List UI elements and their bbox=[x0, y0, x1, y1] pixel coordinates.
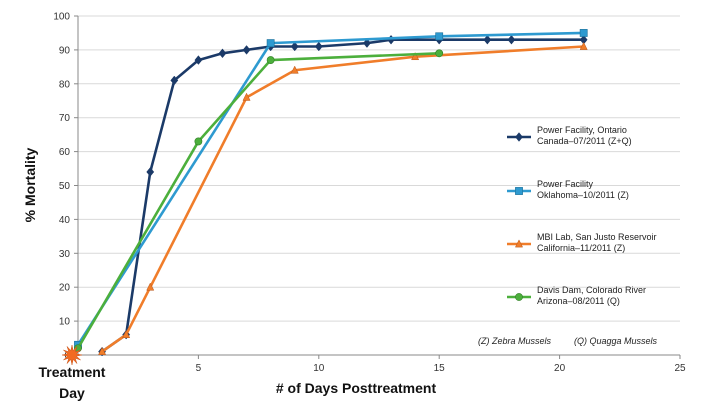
series-3 bbox=[74, 49, 444, 353]
x-tick-label-15: 15 bbox=[434, 363, 446, 374]
legend-marker-3 bbox=[515, 293, 523, 301]
y-tick-label-70: 70 bbox=[59, 113, 71, 124]
series-2-point-2 bbox=[146, 282, 155, 291]
y-tick-label-80: 80 bbox=[59, 79, 71, 90]
x-tick-label-25: 25 bbox=[674, 363, 686, 374]
legend-label-3-line2: Arizona–08/2011 (Q) bbox=[537, 296, 620, 306]
treatment-label-line1: Treatment bbox=[39, 364, 106, 380]
y-tick-label-30: 30 bbox=[59, 249, 71, 260]
treatment-label-line2: Day bbox=[59, 385, 85, 401]
series-2 bbox=[98, 41, 588, 355]
series-1-point-2 bbox=[435, 32, 444, 41]
series-1-point-1 bbox=[266, 39, 275, 48]
series-0-point-13 bbox=[483, 34, 492, 45]
series-3-point-2 bbox=[266, 56, 275, 64]
annotation-quagga: (Q) Quagga Mussels bbox=[574, 336, 658, 346]
x-tick-label-5: 5 bbox=[196, 363, 202, 374]
legend-label-0-line2: Canada–07/2011 (Z+Q) bbox=[537, 136, 632, 146]
x-tick-label-10: 10 bbox=[313, 363, 325, 374]
legend-label-1-line2: Oklahoma–10/2011 (Z) bbox=[537, 190, 629, 200]
series-line-3 bbox=[76, 51, 440, 349]
legend-label-2-line1: MBI Lab, San Justo Reservoir bbox=[537, 232, 657, 242]
series-2-point-4 bbox=[290, 65, 299, 74]
series-0-point-8 bbox=[290, 41, 299, 52]
series-0-point-3 bbox=[170, 75, 179, 86]
series-1-point-3 bbox=[579, 29, 588, 37]
y-tick-label-20: 20 bbox=[59, 283, 71, 294]
legend-label-3-line1: Davis Dam, Colorado River bbox=[537, 285, 646, 295]
x-tick-labels: 5 10 15 20 25 bbox=[196, 363, 686, 374]
gridlines bbox=[78, 15, 680, 322]
legend-label-0-line1: Power Facility, Ontario bbox=[537, 125, 627, 135]
y-tick-label-60: 60 bbox=[59, 147, 71, 158]
series-0-point-14 bbox=[507, 34, 516, 45]
y-tick-label-50: 50 bbox=[59, 181, 71, 192]
y-axis-title: % Mortality bbox=[22, 147, 38, 222]
series-2-point-0 bbox=[98, 346, 107, 355]
legend-marker-1 bbox=[515, 187, 523, 195]
legend-marker-0 bbox=[515, 132, 523, 142]
series-2-point-6 bbox=[579, 41, 588, 50]
series-0-point-10 bbox=[363, 38, 371, 48]
legend-entry-3: Davis Dam, Colorado RiverArizona–08/2011… bbox=[507, 285, 646, 306]
y-tick-label-40: 40 bbox=[59, 215, 71, 226]
series-0-point-2 bbox=[146, 167, 155, 177]
x-axis-title: # of Days Posttreatment bbox=[276, 380, 437, 396]
series-0 bbox=[98, 34, 588, 357]
series-2-point-3 bbox=[242, 92, 251, 101]
series-line-0 bbox=[101, 38, 584, 353]
series-0-point-9 bbox=[314, 41, 323, 52]
series-line-1 bbox=[76, 31, 584, 346]
legend-entry-2: MBI Lab, San Justo ReservoirCalifornia–1… bbox=[507, 232, 657, 253]
x-tick-label-20: 20 bbox=[554, 363, 566, 374]
series-2-point-1 bbox=[122, 330, 131, 339]
series-group bbox=[74, 29, 588, 357]
y-tick-label-90: 90 bbox=[59, 45, 71, 56]
annotation-zebra: (Z) Zebra Mussels bbox=[478, 336, 552, 346]
series-0-point-4 bbox=[194, 55, 203, 65]
series-0-point-6 bbox=[242, 45, 251, 55]
series-0-point-5 bbox=[218, 48, 227, 59]
y-tick-label-10: 10 bbox=[59, 317, 71, 328]
legend-label-2-line2: California–11/2011 (Z) bbox=[537, 243, 625, 253]
treatment-starburst bbox=[61, 344, 83, 366]
series-3-point-1 bbox=[194, 137, 203, 146]
series-2-point-5 bbox=[411, 52, 420, 61]
series-3-point-3 bbox=[435, 49, 444, 58]
legend-label-1-line1: Power Facility bbox=[537, 179, 594, 189]
y-tick-label-100: 100 bbox=[53, 12, 70, 23]
treatment-day-marker bbox=[61, 344, 83, 366]
legend-marker-2 bbox=[514, 239, 524, 248]
